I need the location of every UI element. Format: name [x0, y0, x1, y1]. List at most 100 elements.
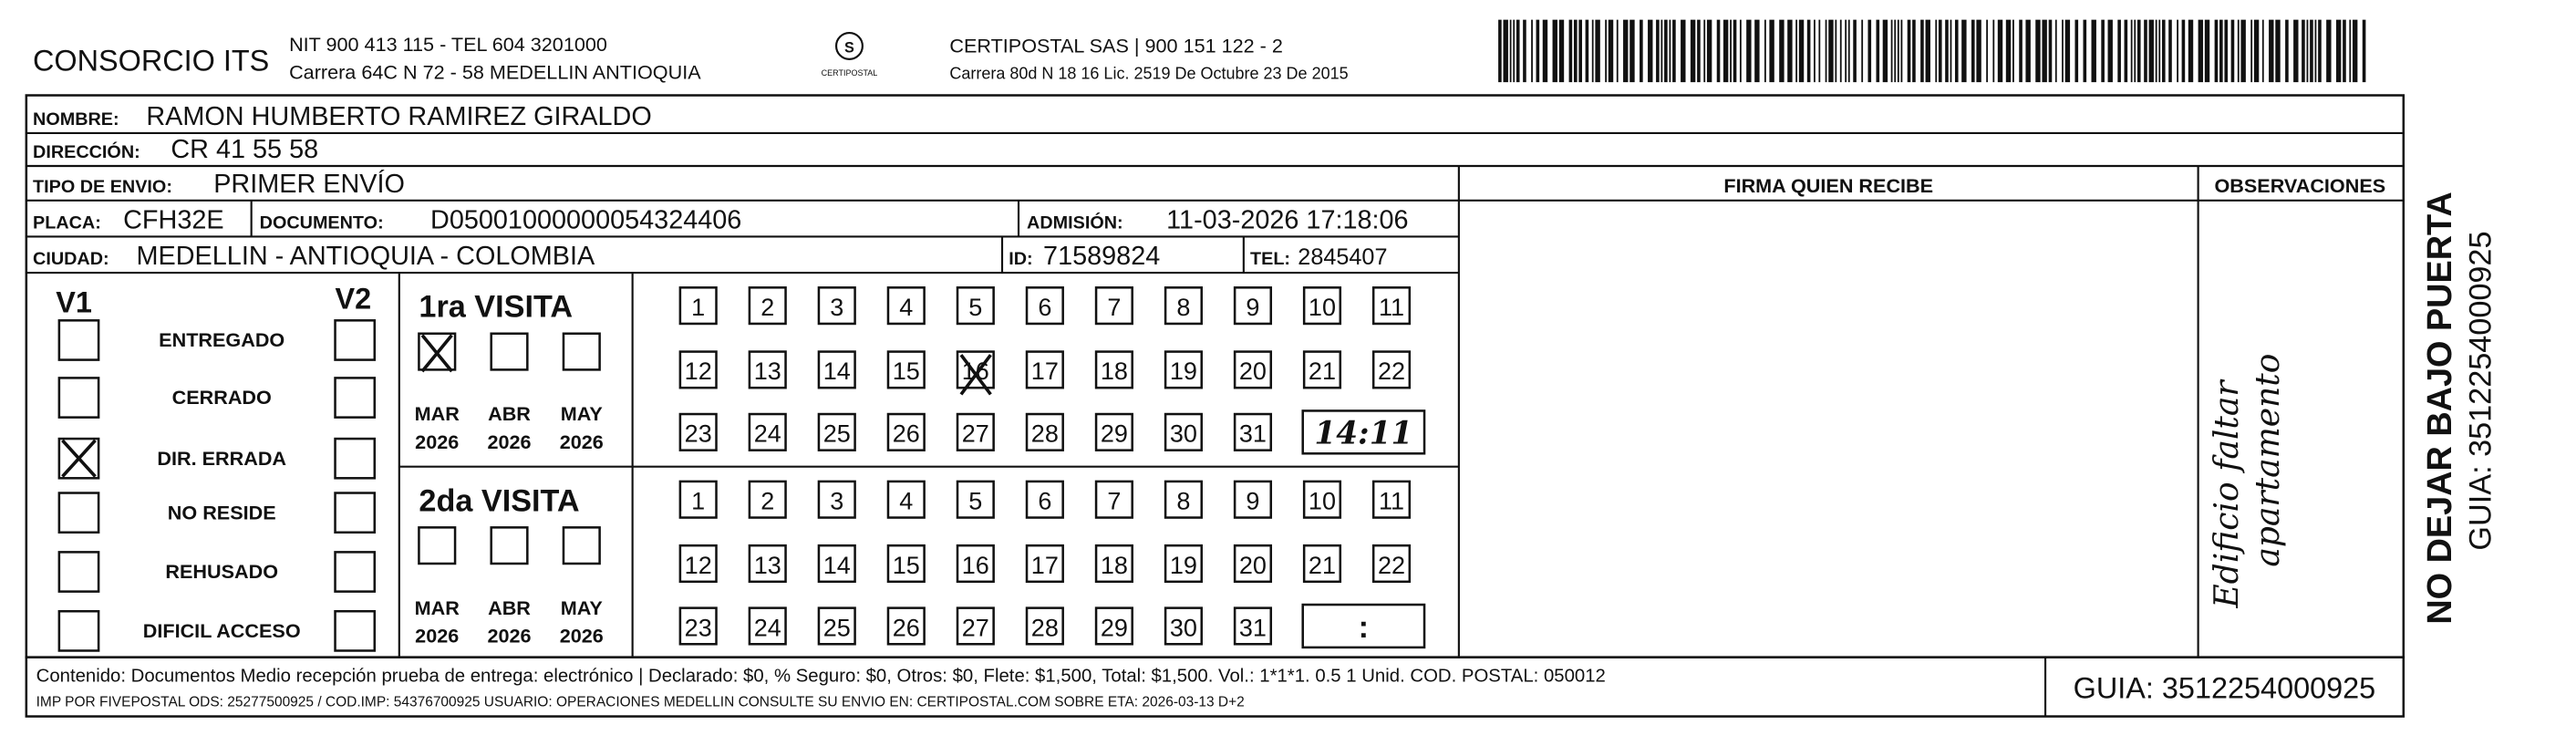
year-label: 2026	[487, 624, 531, 647]
v2-checkbox	[334, 492, 377, 534]
city: MEDELLIN - ANTIOQUIA - COLOMBIA	[137, 242, 595, 271]
day-box	[956, 350, 995, 389]
day-box	[956, 286, 995, 326]
barcode-bar	[1920, 19, 1924, 83]
barcode-bar	[2161, 19, 2166, 83]
day-number: 17	[1031, 357, 1059, 385]
barcode-bar	[1672, 19, 1676, 83]
day-box	[1025, 350, 1064, 389]
barcode-bar	[2224, 19, 2229, 83]
status-label: ENTREGADO	[159, 328, 284, 351]
day-box	[1164, 412, 1203, 451]
v1-checkbox	[57, 609, 100, 652]
admission-label: ADMISIÓN:	[1027, 211, 1123, 233]
visit-title: 1ra VISITA	[419, 290, 573, 325]
barcode-bar	[2306, 19, 2309, 83]
barcode-bar	[2318, 19, 2322, 83]
month-label: ABR	[488, 402, 531, 425]
barcode-bar	[2181, 19, 2186, 83]
check-day-16	[959, 354, 992, 396]
barcode-bar	[2091, 19, 2096, 83]
barcode-bar	[1623, 19, 1629, 83]
barcode-bar	[1986, 19, 1989, 83]
barcode-bar	[1656, 19, 1660, 83]
v2-checkbox	[334, 437, 377, 480]
barcode-bar	[2144, 19, 2147, 83]
footer-guide: GUIA: 3512254000925	[2074, 672, 2376, 705]
v1-checkbox	[57, 551, 100, 593]
day-box	[817, 480, 856, 519]
day-box	[1371, 544, 1412, 584]
day-box	[1094, 480, 1133, 519]
day-box	[678, 606, 718, 646]
barcode-bar	[1616, 19, 1619, 83]
day-box	[678, 412, 718, 451]
barcode-bar	[1867, 19, 1872, 83]
barcode-bar	[1818, 19, 1821, 83]
barcode-bar	[2155, 19, 2157, 83]
barcode-bar	[2237, 19, 2240, 83]
v2-checkbox	[334, 377, 377, 419]
day-number: 22	[1378, 357, 1405, 385]
day-box	[1371, 480, 1412, 519]
day-number: 30	[1170, 420, 1197, 448]
day-box	[1025, 544, 1064, 584]
barcode-bar	[1690, 19, 1696, 83]
day-box	[1025, 480, 1064, 519]
barcode-bar	[2240, 19, 2246, 83]
barcode-bar	[1798, 19, 1805, 83]
day-number: 1	[691, 294, 705, 321]
barcode-bar	[1925, 19, 1930, 83]
barcode-bar	[1573, 19, 1578, 83]
barcode-bar	[2048, 19, 2053, 83]
barcode-bar	[1971, 19, 1975, 83]
day-number: 25	[823, 420, 851, 448]
day-number: 10	[1309, 488, 1336, 515]
barcode-bar	[1900, 19, 1903, 83]
barcode-bar	[2362, 19, 2366, 83]
day-number: 1	[691, 488, 705, 515]
barcode-bar	[2012, 19, 2014, 83]
id-label: ID:	[1009, 249, 1032, 269]
day-box	[1233, 286, 1273, 326]
day-box	[1094, 412, 1133, 451]
day-box	[886, 286, 926, 326]
barcode-bar	[1897, 19, 1899, 83]
barcode-bar	[1954, 19, 1959, 83]
barcode-bar	[1806, 19, 1811, 83]
barcode-bar	[1640, 19, 1643, 83]
signature-header: FIRMA QUIEN RECIBE	[1723, 174, 1933, 197]
observation-line: apartamento	[2250, 354, 2287, 567]
barcode-bar	[1961, 19, 1967, 83]
barcode-bar	[2019, 19, 2023, 83]
day-number: 25	[823, 614, 851, 641]
day-number: 20	[1239, 552, 1267, 579]
barcode-bar	[2101, 19, 2105, 83]
day-number: 18	[1101, 357, 1128, 385]
footer-imp: IMP POR FIVEPOSTAL ODS: 25277500925 / CO…	[36, 695, 1245, 710]
day-number: 26	[893, 420, 920, 448]
barcode-bar	[1754, 19, 1760, 83]
barcode-bar	[1835, 19, 1837, 83]
time-box	[1301, 409, 1426, 455]
day-box	[1371, 286, 1412, 326]
day-box	[1302, 544, 1342, 584]
barcode-bar	[1945, 19, 1949, 83]
day-box	[1302, 286, 1342, 326]
barcode-bar	[2335, 19, 2342, 83]
barcode-bar	[1531, 19, 1533, 83]
day-number: 7	[1107, 488, 1121, 515]
footer-contents: Contenido: Documentos Medio recepción pr…	[36, 667, 1606, 687]
day-box	[1233, 606, 1273, 646]
day-box	[817, 350, 856, 389]
barcode-bar	[1764, 19, 1766, 83]
barcode-bar	[2214, 19, 2219, 83]
barcode-bar	[2314, 19, 2317, 83]
barcode-bar	[1845, 19, 1847, 83]
day-number: 27	[962, 420, 989, 448]
day-number: 31	[1239, 614, 1267, 641]
visit-time: :	[1359, 610, 1369, 645]
barcode-bar	[2230, 19, 2235, 83]
day-number: 3	[830, 488, 843, 515]
day-box	[1025, 606, 1064, 646]
